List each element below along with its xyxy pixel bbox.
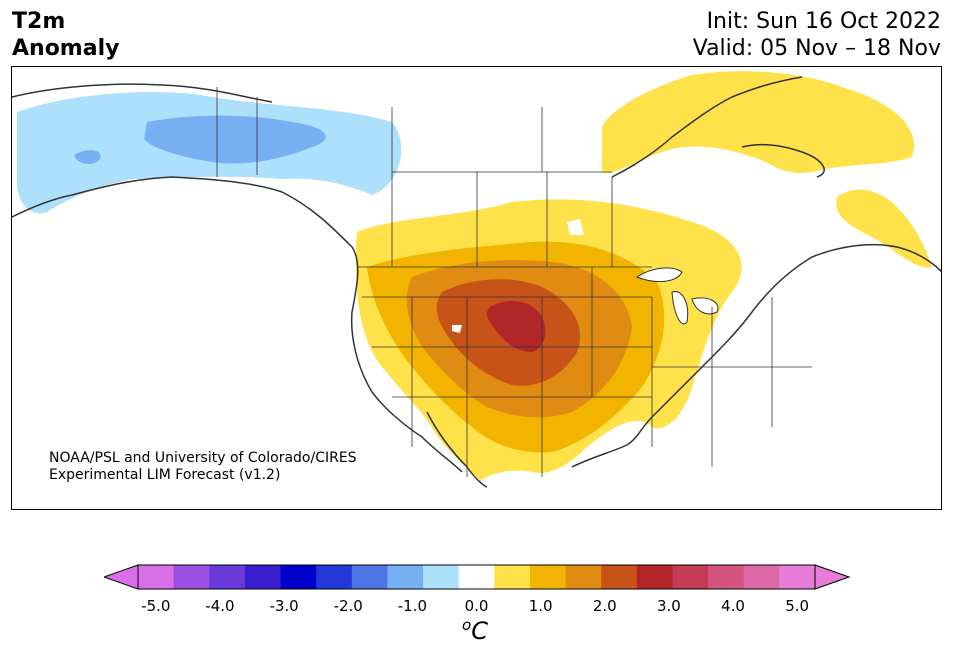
colorbar-outline — [137, 564, 816, 590]
political-borders — [216, 87, 812, 477]
colorbar-segment — [423, 565, 460, 589]
colorbar-high-extension — [814, 564, 851, 590]
credit-model: Experimental LIM Forecast (v1.2) — [49, 467, 281, 483]
colorbar-segment — [636, 565, 673, 589]
warm-anomaly-hole-north — [567, 219, 584, 235]
colorbar-tick-label: -2.0 — [333, 597, 363, 615]
colorbar-segment — [280, 565, 317, 589]
colorbar-segment — [244, 565, 282, 589]
great-lakes — [635, 267, 719, 325]
title-variable: T2m — [12, 9, 66, 34]
colorbar-tick-label: 0.0 — [464, 597, 489, 615]
colorbar-segment — [743, 565, 780, 589]
colorbar-segment — [494, 565, 531, 589]
colorbar-segment — [672, 565, 709, 589]
forecast-dates: Init: Sun 16 Oct 2022 Valid: 05 Nov – 18… — [693, 8, 941, 62]
colorbar-segments — [138, 565, 816, 589]
title-field: Anomaly — [12, 36, 120, 61]
unit-celsius: C — [471, 617, 488, 645]
colorbar-tick-label: -1.0 — [397, 597, 427, 615]
colorbar — [104, 564, 851, 590]
colorbar-tick-label: -3.0 — [269, 597, 299, 615]
colorbar-tick-label: -4.0 — [205, 597, 235, 615]
warm-anomaly-level1-northeast — [602, 71, 914, 174]
init-date: Init: Sun 16 Oct 2022 — [706, 9, 941, 34]
colorbar-segment — [708, 565, 745, 589]
colorbar-segment — [565, 565, 602, 589]
forecast-credit: NOAA/PSL and University of Colorado/CIRE… — [49, 450, 357, 484]
colorbar-segment — [316, 565, 353, 589]
colorbar-segment — [601, 565, 638, 589]
colorbar-low-extension — [104, 564, 139, 590]
valid-range: Valid: 05 Nov – 18 Nov — [692, 36, 941, 61]
anomaly-map — [11, 66, 942, 510]
cold-anomaly-moderate — [144, 115, 326, 164]
colorbar-unit: oC — [462, 616, 488, 645]
colorbar-tick-label: 4.0 — [721, 597, 745, 615]
colorbar-tick-label: -5.0 — [141, 597, 171, 615]
colorbar-tick-label: 2.0 — [592, 597, 617, 615]
colorbar-segment — [458, 565, 495, 589]
colorbar-segment — [209, 565, 246, 589]
unit-degree: o — [462, 616, 472, 634]
colorbar-tick-label: 1.0 — [528, 597, 553, 615]
colorbar-segment — [529, 565, 567, 589]
warm-anomaly-labrador — [836, 189, 932, 268]
warm-anomaly-hole — [452, 325, 462, 333]
credit-organization: NOAA/PSL and University of Colorado/CIRE… — [49, 450, 357, 466]
map-title: T2m Anomaly — [12, 8, 119, 62]
warm-anomaly-level5 — [486, 301, 546, 352]
colorbar-tick-label: 5.0 — [785, 597, 810, 615]
colorbar-segment — [173, 565, 210, 589]
coastlines — [12, 76, 941, 488]
colorbar-segment — [138, 565, 175, 589]
colorbar-ticks: -5.0 -4.0 -3.0 -2.0 -1.0 0.0 1.0 2.0 3.0 4.0 5.0 — [0, 597, 953, 617]
colorbar-segment — [351, 565, 388, 589]
cold-anomaly-small — [74, 150, 101, 164]
colorbar-segment — [387, 565, 424, 589]
colorbar-segment — [779, 565, 816, 589]
colorbar-tick-label: 3.0 — [656, 597, 681, 615]
map-canvas — [12, 71, 941, 488]
